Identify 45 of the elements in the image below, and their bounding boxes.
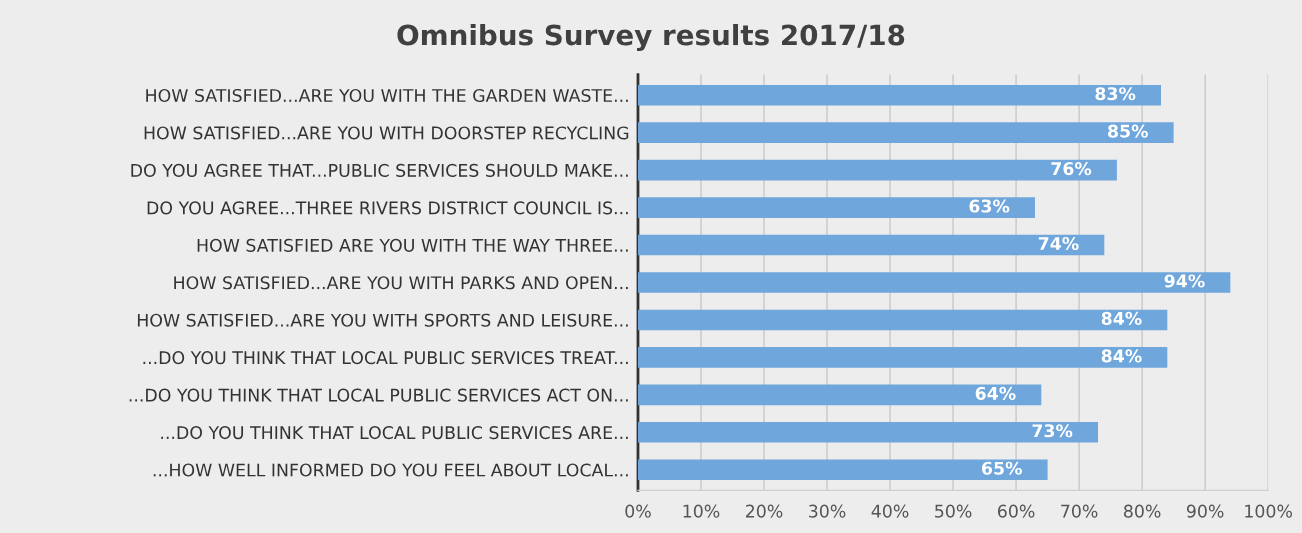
y-tick-label: DO YOU AGREE THAT...PUBLIC SERVICES SHOULD MAKE... <box>131 163 628 177</box>
data-label: 63% <box>969 199 1010 213</box>
data-label: 64% <box>975 386 1016 400</box>
data-label: 65% <box>982 461 1022 475</box>
data-label: 73% <box>1032 424 1073 438</box>
y-tick-label: HOW SATISFIED...ARE YOU WITH THE GARDEN WASTE... <box>146 88 628 103</box>
y-tick-label: HOW SATISFIED ARE YOU WITH THE WAY THREE... <box>197 238 628 252</box>
x-tick-label: 40% <box>871 504 909 518</box>
bar <box>637 159 1117 181</box>
bar <box>637 122 1174 143</box>
x-tick-label: 60% <box>998 504 1035 518</box>
x-tick-label: 50% <box>935 504 972 518</box>
bar <box>637 234 1105 256</box>
data-label: 74% <box>1038 236 1079 251</box>
data-label: 85% <box>1108 124 1148 138</box>
data-label: 83% <box>1095 87 1136 101</box>
y-tick-label: HOW SATISFIED...ARE YOU WITH DOORSTEP RECYCLING <box>144 126 629 140</box>
bar <box>637 272 1231 293</box>
y-tick-label: DO YOU AGREE...THREE RIVERS DISTRICT COUNCIL IS... <box>147 201 628 215</box>
bar <box>637 84 1162 106</box>
x-tick-label: 80% <box>1124 504 1161 518</box>
chart-title: Omnibus Survey results 2017/18 <box>397 23 905 52</box>
data-label: 84% <box>1101 349 1142 363</box>
bar <box>637 197 1035 218</box>
y-tick-label: HOW SATISFIED...ARE YOU WITH SPORTS AND LEISURE... <box>137 313 628 327</box>
x-tick-label: 100% <box>1245 504 1293 518</box>
data-label: 76% <box>1051 162 1092 176</box>
x-tick-label: 70% <box>1061 504 1098 518</box>
bar <box>637 422 1098 443</box>
y-tick-label: HOW SATISFIED...ARE YOU WITH PARKS AND OPEN... <box>174 276 628 290</box>
data-label: 84% <box>1101 311 1142 325</box>
bar <box>637 459 1048 481</box>
x-tick-label: 10% <box>683 504 720 518</box>
bar <box>637 384 1042 406</box>
y-tick-label: ...DO YOU THINK THAT LOCAL PUBLIC SERVICES ARE... <box>161 426 628 440</box>
x-tick-label: 90% <box>1186 504 1224 518</box>
bar <box>637 309 1168 331</box>
data-label: 94% <box>1164 274 1205 288</box>
x-tick-label: 20% <box>745 504 783 518</box>
y-tick-label: ...HOW WELL INFORMED DO YOU FEEL ABOUT LOCAL... <box>153 463 628 477</box>
y-tick-label: ...DO YOU THINK THAT LOCAL PUBLIC SERVICES ACT ON... <box>129 388 628 402</box>
bar <box>637 347 1168 368</box>
x-tick-label: 30% <box>809 504 846 518</box>
x-tick-label: 0% <box>625 504 651 518</box>
y-tick-label: ...DO YOU THINK THAT LOCAL PUBLIC SERVICES TREAT... <box>143 351 628 365</box>
